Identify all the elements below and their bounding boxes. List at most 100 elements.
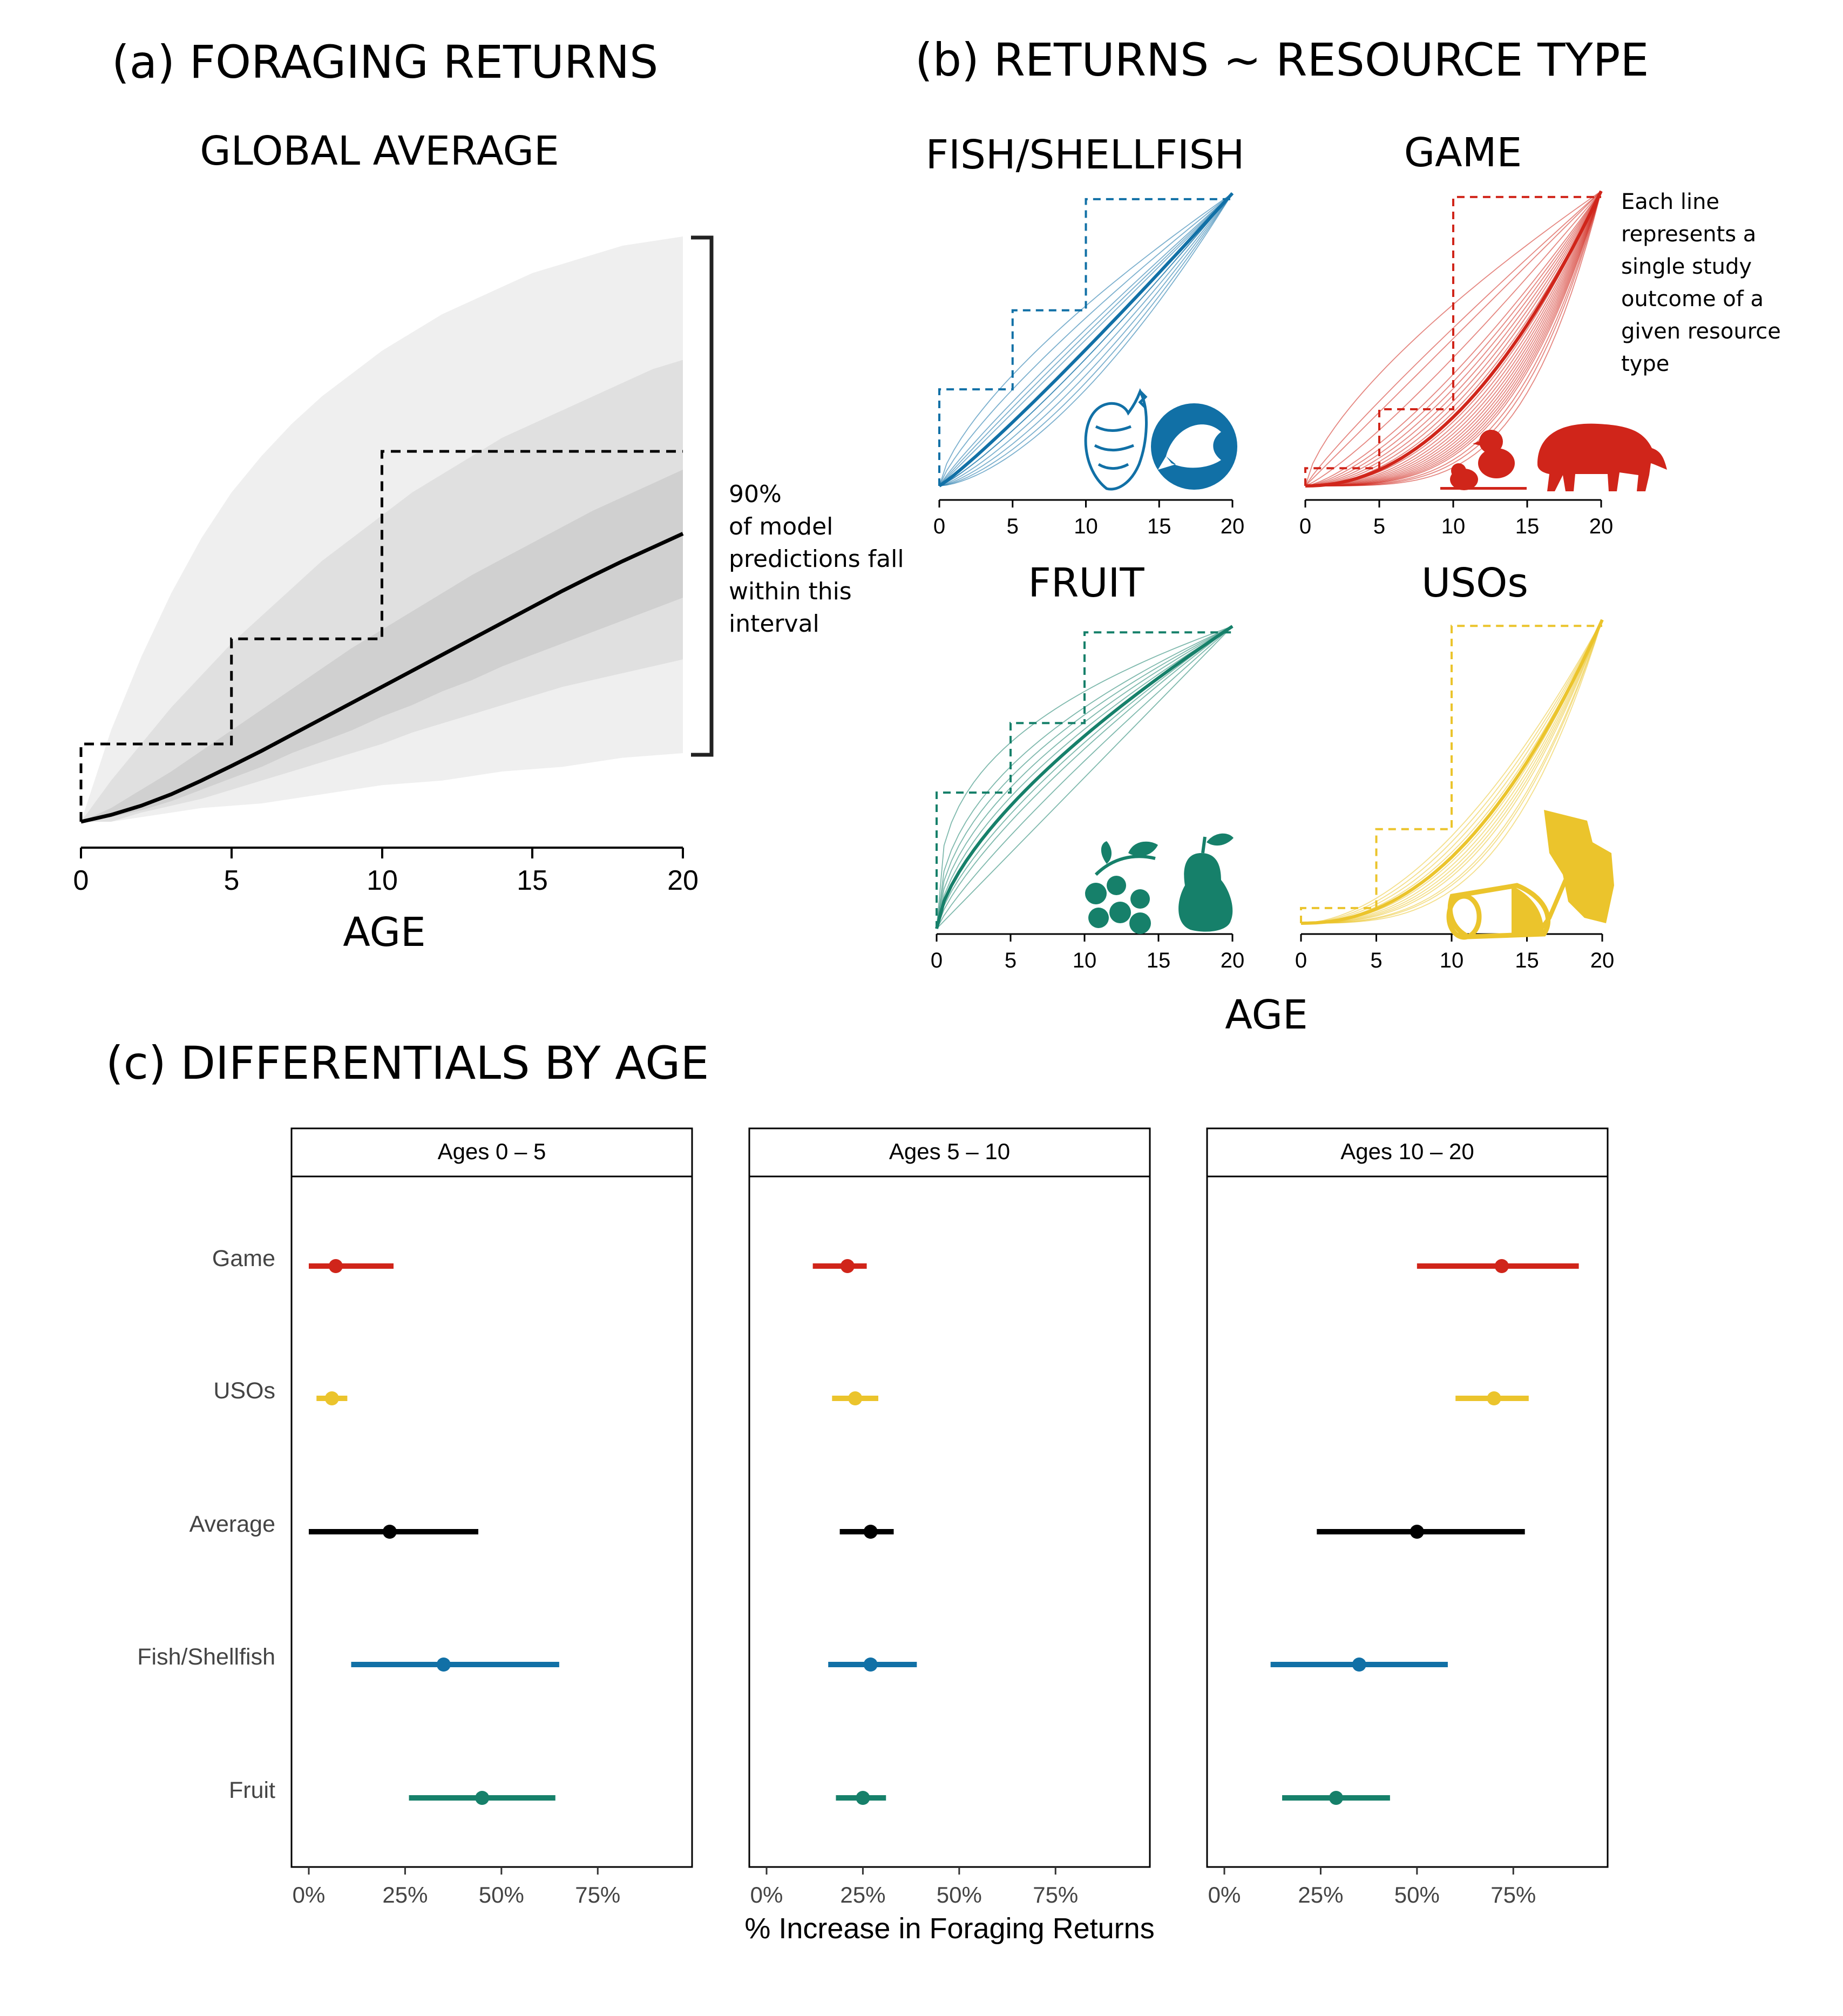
x-tick-label: 0% (1208, 1882, 1241, 1907)
panel-a-subtitle: GLOBAL AVERAGE (200, 128, 559, 174)
study-line (1300, 619, 1603, 924)
mean-line (935, 625, 1234, 929)
facet-marks: 0% 25% 50% 75% (293, 1259, 620, 1907)
estimate-point (436, 1658, 451, 1672)
fruit-subplot: 0 5 10 15 20 (931, 625, 1244, 972)
study-line (1301, 619, 1603, 924)
annotation-line-4: within this (729, 578, 852, 605)
study-line-note: Each line represents a single study outc… (1621, 190, 1781, 376)
pear-icon (1178, 833, 1234, 932)
annotation-line-3: predictions fall (729, 545, 904, 573)
fruit-subplot-title: FRUIT (1028, 560, 1144, 606)
shell-icon (1084, 388, 1148, 491)
study-line (939, 193, 1233, 486)
study-line (939, 193, 1233, 486)
x-tick-label: 15 (1515, 949, 1539, 972)
interval-annotation: 90% of model predictions fall within thi… (729, 481, 904, 638)
note-line-3: single study (1621, 254, 1752, 279)
estimate-point (324, 1391, 339, 1405)
game-subplot: 0 5 10 15 20 (1299, 190, 1614, 538)
game-subplot-title: GAME (1404, 130, 1522, 176)
annotation-line-5: interval (729, 610, 819, 638)
step-line (1300, 625, 1602, 923)
study-line (939, 193, 1233, 486)
mean-line (1300, 619, 1604, 925)
mean-line (80, 532, 684, 824)
a-xtick-5: 5 (224, 865, 240, 896)
x-tick-label: 25% (1298, 1882, 1343, 1907)
facet-frame (1206, 1175, 1609, 1868)
panel-c-xlabel: % Increase in Foraging Returns (744, 1912, 1154, 1945)
step-line (936, 631, 1232, 929)
berries-icon (1085, 841, 1158, 934)
x-tick-label: 15 (1515, 515, 1540, 538)
x-tick-label: 75% (1033, 1882, 1078, 1907)
facet-ages-0-5: Ages 0 – 5 0% 25% 50% 75% (290, 1127, 693, 1907)
study-line (939, 193, 1233, 486)
x-tick-label: 50% (479, 1882, 524, 1907)
category-label-fruit: Fruit (229, 1777, 275, 1803)
panel-b-xlabel: AGE (1225, 992, 1307, 1038)
estimate-point (856, 1791, 870, 1805)
estimate-point (1487, 1391, 1501, 1405)
estimate-point (1352, 1658, 1366, 1672)
usos-subplot-title: USOs (1421, 560, 1528, 606)
prediction-interval-bands (81, 236, 683, 822)
x-tick-label: 0% (750, 1882, 783, 1907)
x-tick-label: 0 (1295, 949, 1307, 972)
band-core (81, 469, 683, 822)
x-tick-label: 15 (1147, 949, 1171, 972)
note-line-2: represents a (1621, 222, 1756, 247)
global-average-line (80, 532, 684, 824)
step-line (1304, 195, 1601, 486)
study-line (1305, 191, 1602, 486)
study-line (936, 626, 1233, 929)
facet-label: Ages 5 – 10 (889, 1139, 1010, 1164)
facet-label: Ages 0 – 5 (438, 1139, 546, 1164)
annotation-line-2: of model (729, 513, 833, 540)
study-line (939, 193, 1233, 486)
note-line-4: outcome of a (1621, 287, 1764, 312)
facet-marks: 0% 25% 50% 75% (750, 1259, 1078, 1907)
estimate-point (382, 1525, 397, 1539)
tuber-icon (1446, 883, 1551, 940)
estimate-point (328, 1259, 343, 1273)
x-tick-label: 25% (840, 1882, 885, 1907)
fish-shellfish-subplot: 0 5 10 15 20 (933, 192, 1245, 538)
study-line (1301, 619, 1603, 924)
facet-frame (290, 1175, 693, 1868)
study-line (1300, 619, 1603, 924)
mean-line (1305, 190, 1603, 488)
x-tick-label: 20 (1590, 949, 1615, 972)
x-tick-label: 5 (1373, 515, 1385, 538)
facet-ages-10-20: Ages 10 – 20 0% 25% 50% 75% (1206, 1127, 1609, 1907)
x-tick-label: 10 (1441, 515, 1466, 538)
estimate-point (863, 1525, 878, 1539)
x-tick-label: 0 (1299, 515, 1311, 538)
x-tick-label: 5 (1007, 515, 1019, 538)
x-tick-label: 75% (575, 1882, 620, 1907)
facet-strip (748, 1127, 1151, 1178)
x-tick-label: 20 (1221, 515, 1245, 538)
study-line (1300, 619, 1603, 924)
annotation-line-1: 90% (729, 481, 782, 508)
study-line (1305, 191, 1602, 486)
x-tick-label: 20 (1589, 515, 1614, 538)
facet-label: Ages 10 – 20 (1340, 1139, 1474, 1164)
study-line (936, 626, 1233, 929)
category-label-average: Average (189, 1511, 275, 1537)
a-xtick-20: 20 (667, 865, 699, 896)
x-tick-label: 0 (933, 515, 945, 538)
study-line (1305, 191, 1602, 486)
mean-line (938, 192, 1234, 488)
study-line (1300, 619, 1603, 924)
study-line (939, 193, 1233, 486)
study-line (936, 626, 1233, 929)
study-line (936, 626, 1233, 929)
x-tick-label: 5 (1370, 949, 1382, 972)
birds-icon (1440, 430, 1527, 490)
fish-subplot-title: FISH/SHELLFISH (926, 132, 1245, 178)
note-line-5: given resource (1621, 319, 1781, 344)
x-tick-label: 15 (1147, 515, 1171, 538)
